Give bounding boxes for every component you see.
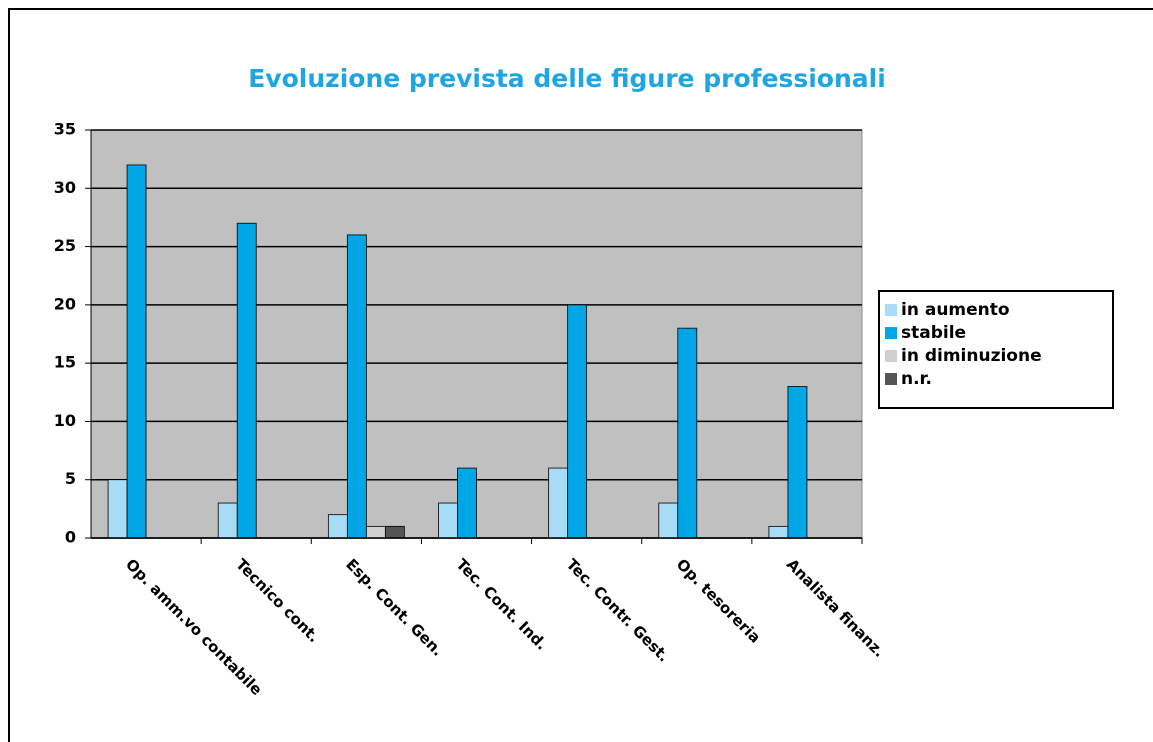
- bar: [384, 525, 405, 539]
- bar: [327, 514, 348, 539]
- y-tick-label: 5: [65, 469, 76, 488]
- bar: [787, 386, 808, 539]
- legend-label: in aumento: [901, 300, 1010, 320]
- legend-swatch: [885, 327, 897, 339]
- y-tick-label: 0: [65, 528, 76, 547]
- y-tick-label: 35: [54, 120, 76, 139]
- y-tick-label: 10: [54, 411, 76, 430]
- legend-swatch: [885, 350, 897, 362]
- legend-swatch: [885, 373, 897, 385]
- bar: [346, 234, 367, 539]
- bar: [126, 164, 147, 539]
- y-tick-label: 20: [54, 294, 76, 313]
- y-tick-label: 30: [54, 178, 76, 197]
- y-tick-label: 15: [54, 353, 76, 372]
- bar: [107, 479, 128, 539]
- bar: [236, 222, 257, 539]
- bar: [217, 502, 238, 539]
- y-tick-label: 25: [54, 236, 76, 255]
- legend-swatch: [885, 304, 897, 316]
- legend-label: in diminuzione: [901, 346, 1042, 366]
- legend-label: stabile: [901, 323, 966, 343]
- legend-label: n.r.: [901, 369, 932, 389]
- legend: [878, 290, 1114, 409]
- chart-title: Evoluzione prevista delle figure profess…: [248, 64, 886, 93]
- bar: [438, 502, 458, 539]
- bar: [548, 467, 569, 539]
- bar: [658, 502, 679, 539]
- bar: [567, 304, 588, 539]
- bar: [457, 467, 477, 539]
- bar: [768, 525, 789, 539]
- bar: [365, 525, 386, 539]
- bar: [677, 327, 698, 539]
